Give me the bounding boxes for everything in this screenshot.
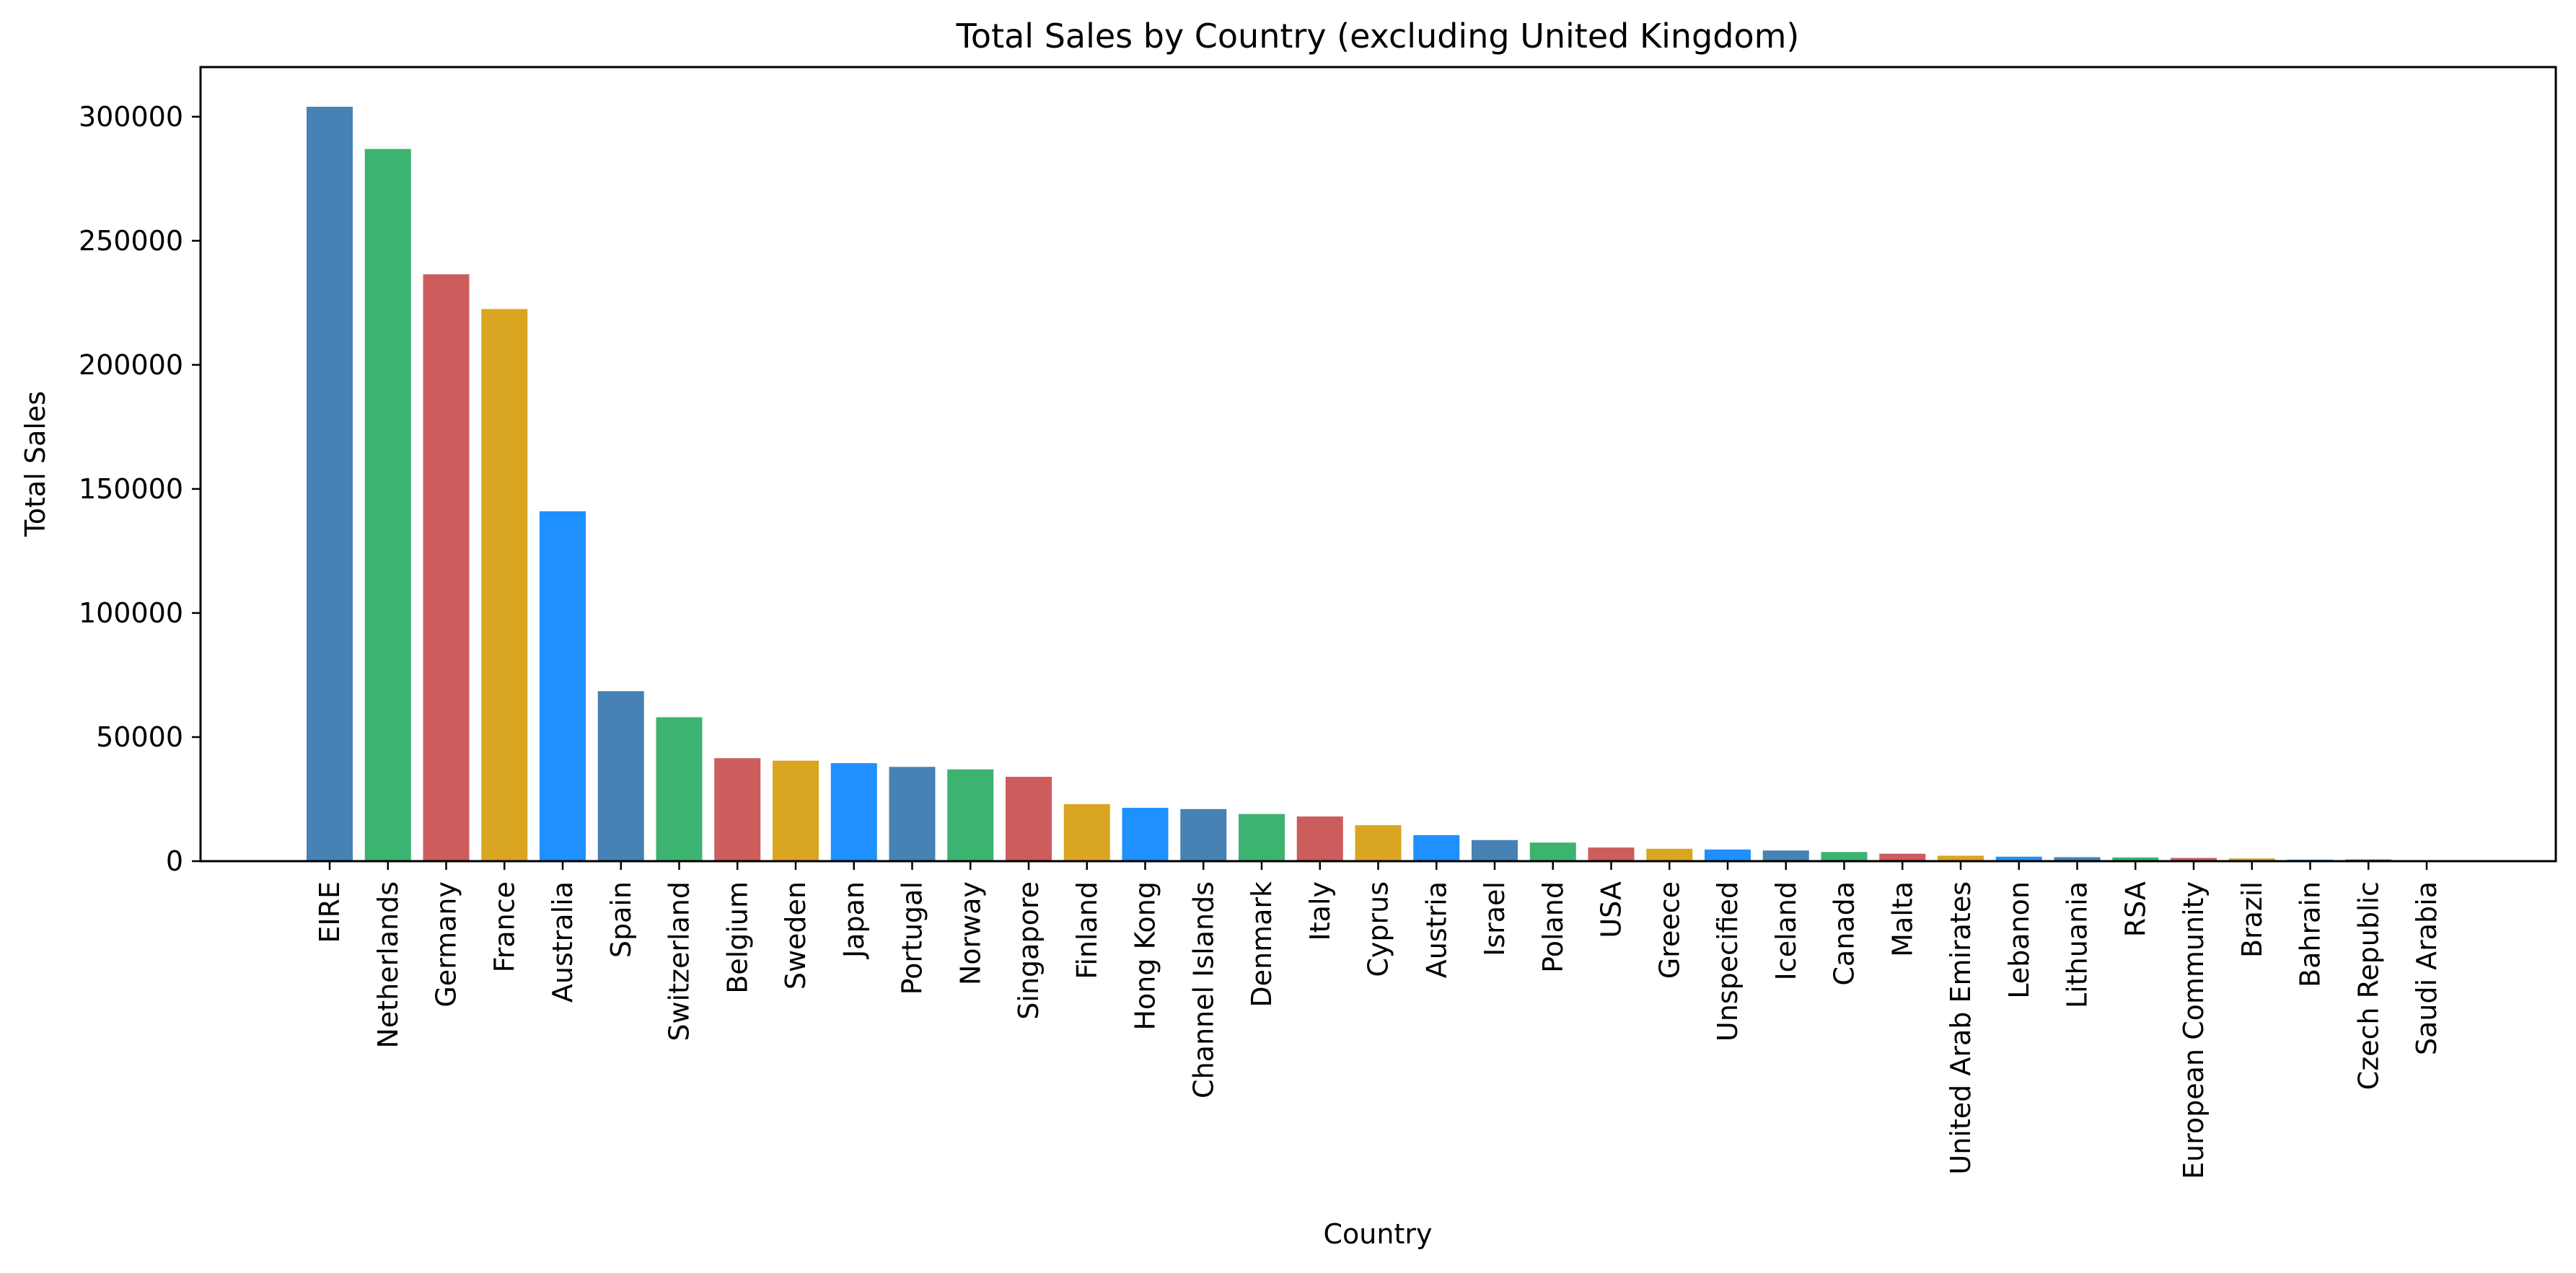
x-tick-label: USA	[1596, 881, 1627, 938]
bar	[1705, 849, 1751, 861]
bar	[1646, 848, 1693, 861]
x-tick-label: Denmark	[1246, 881, 1278, 1008]
bar	[1762, 850, 1809, 861]
plot-area-frame	[199, 66, 2557, 863]
y-tick-label: 300000	[79, 101, 183, 133]
x-tick-label: Australia	[547, 881, 579, 1003]
y-tick-label: 0	[166, 845, 183, 877]
x-tick-label: EIRE	[314, 881, 346, 943]
bar	[481, 309, 528, 861]
x-tick-label: Canada	[1829, 881, 1860, 986]
x-axis-title: Country	[1324, 1218, 1433, 1250]
bar	[830, 763, 877, 861]
x-tick-label: Unspecified	[1712, 881, 1744, 1041]
bar	[1588, 847, 1635, 861]
bar	[307, 107, 353, 861]
x-tick-label: Cyprus	[1363, 881, 1394, 977]
bar	[2228, 858, 2275, 861]
x-tick-label: Italy	[1304, 881, 1336, 941]
y-tick-label: 50000	[96, 721, 183, 753]
bar	[597, 691, 644, 861]
bar	[423, 274, 470, 861]
x-tick-label: Lithuania	[2062, 881, 2093, 1008]
x-tick-label: Singapore	[1013, 881, 1045, 1020]
x-tick-label: Spain	[605, 881, 637, 958]
x-tick-label: Belgium	[721, 881, 753, 994]
x-tick-label: Japan	[838, 881, 870, 959]
x-tick-label: Austria	[1420, 881, 1452, 978]
bar	[714, 758, 761, 861]
bar	[1239, 814, 1285, 861]
x-tick-label: Bahrain	[2295, 881, 2326, 987]
x-tick-label: Germany	[431, 881, 462, 1008]
x-tick-label: Lebanon	[2003, 881, 2035, 999]
x-tick-label: Hong Kong	[1130, 881, 1161, 1031]
bar	[540, 511, 586, 861]
x-tick-label: Finland	[1071, 881, 1103, 979]
y-tick-label: 250000	[79, 225, 183, 257]
bar	[2054, 857, 2101, 861]
bar	[1472, 840, 1518, 861]
x-tick-label: Portugal	[897, 881, 928, 995]
bar	[1938, 855, 1984, 861]
x-tick-label: Sweden	[780, 881, 812, 990]
y-tick-label: 200000	[79, 349, 183, 381]
bar	[1006, 777, 1052, 861]
bar	[1529, 842, 1576, 861]
x-tick-label: Poland	[1537, 881, 1569, 973]
x-tick-label: Greece	[1653, 881, 1685, 979]
x-tick-label: Norway	[954, 881, 986, 985]
bar	[1821, 852, 1868, 861]
x-tick-label: Saudi Arabia	[2411, 881, 2443, 1055]
bar	[1355, 825, 1402, 861]
x-tick-label: Malta	[1886, 881, 1918, 957]
x-tick-label: Channel Islands	[1187, 881, 1219, 1098]
bar	[1122, 808, 1169, 861]
x-tick-label: Israel	[1479, 881, 1511, 956]
x-tick-label: RSA	[2119, 881, 2151, 937]
x-tick-label: Switzerland	[664, 881, 695, 1041]
bar	[2171, 858, 2217, 861]
bar	[1413, 834, 1460, 861]
y-tick-label: 100000	[79, 597, 183, 629]
bar	[773, 760, 819, 861]
bar	[656, 717, 703, 861]
x-tick-label: European Community	[2178, 881, 2210, 1179]
x-tick-label: France	[488, 881, 520, 972]
bar	[1995, 856, 2042, 861]
y-tick-label: 150000	[79, 473, 183, 505]
x-tick-label: United Arab Emirates	[1945, 881, 1977, 1175]
x-tick-label: Netherlands	[372, 881, 404, 1049]
chart-title: Total Sales by Country (excluding United…	[956, 17, 1800, 56]
bar	[2112, 857, 2159, 861]
bar	[364, 149, 411, 861]
bar	[889, 767, 936, 861]
bar	[1296, 816, 1343, 861]
bar	[1879, 853, 1926, 861]
bar	[1063, 803, 1110, 861]
bar	[947, 769, 994, 861]
x-tick-label: Czech Republic	[2352, 881, 2384, 1090]
x-tick-label: Brazil	[2236, 881, 2268, 958]
bar	[1180, 809, 1227, 861]
y-axis-title: Total Sales	[19, 391, 51, 537]
x-tick-label: Iceland	[1770, 881, 1802, 981]
